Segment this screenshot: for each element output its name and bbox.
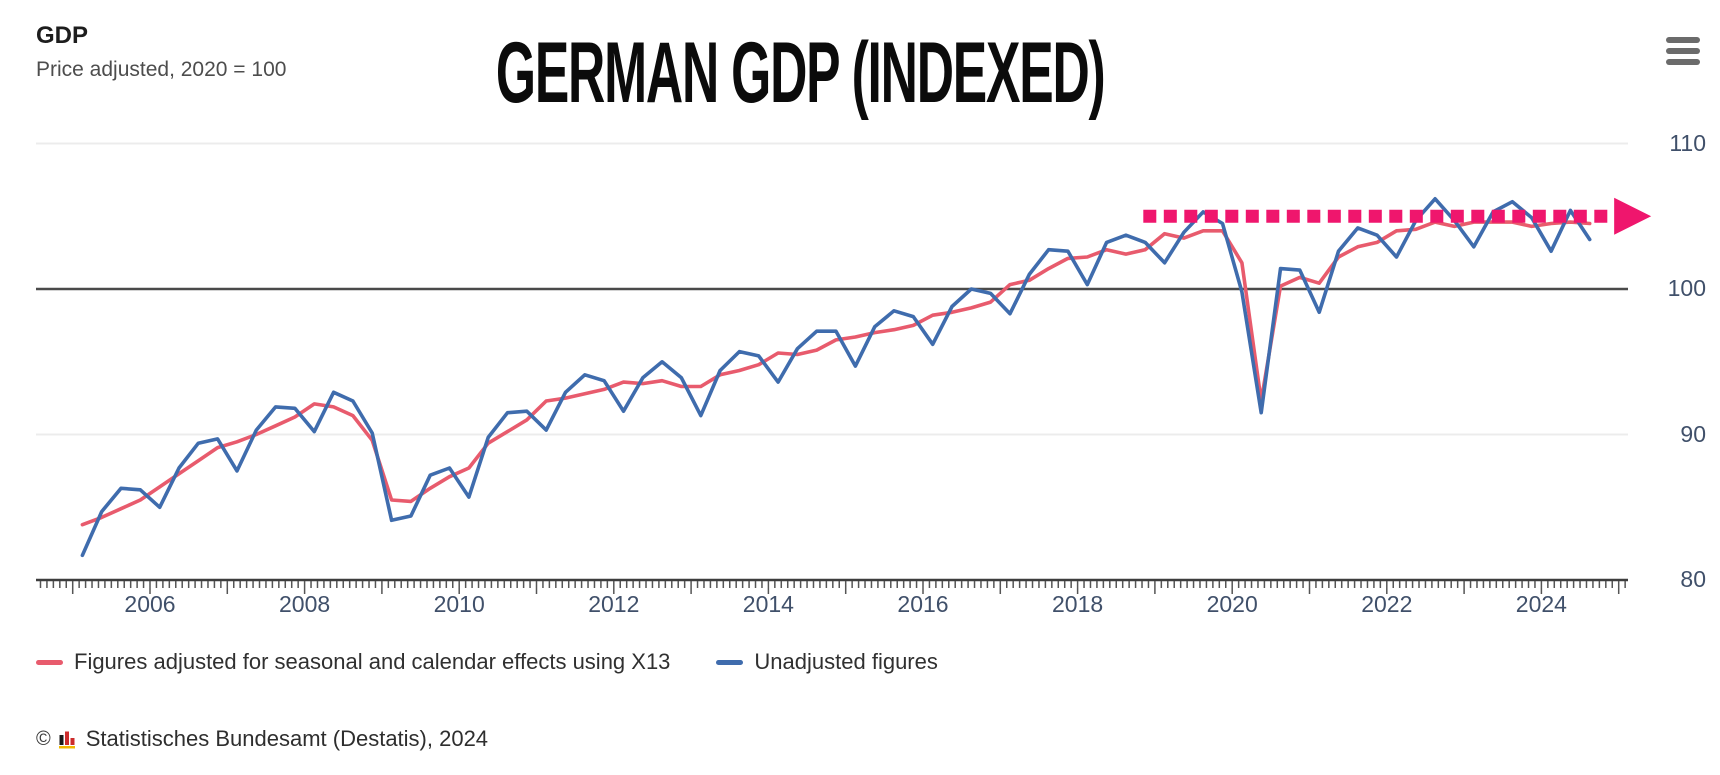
legend-label-unadjusted: Unadjusted figures [754,649,938,674]
legend-swatch-adjusted [36,659,63,665]
chart-legend: Figures adjusted for seasonal and calend… [36,649,938,675]
trend-arrow-dot [1225,209,1239,223]
x-tick-label-2016: 2016 [897,591,949,617]
trend-arrow-dot [1389,209,1403,223]
trend-arrow-dot [1184,209,1198,223]
y-tick-label-80: 80 [1680,566,1706,592]
trend-arrow-dot [1512,209,1526,223]
trend-arrow-dot [1594,209,1608,223]
legend-item-adjusted: Figures adjusted for seasonal and calend… [36,649,670,675]
trend-arrow-dot [1450,209,1464,223]
copyright-symbol: © [36,727,51,750]
trend-arrow-dot [1143,209,1157,223]
trend-arrow-dot [1409,209,1423,223]
legend-swatch-unadjusted [716,659,744,665]
destatis-bar-chart-icon [58,731,75,749]
x-tick-label-2014: 2014 [742,591,794,617]
trend-arrow-dot [1163,209,1177,223]
trend-arrow-head [1614,197,1652,235]
trend-arrow-dot [1327,209,1341,223]
legend-item-unadjusted: Unadjusted figures [716,649,938,675]
series-line-unadjusted [80,197,1592,558]
trend-arrow-dot [1573,209,1587,223]
x-tick-label-2024: 2024 [1515,591,1567,617]
x-tick-label-2008: 2008 [279,591,331,617]
y-tick-label-90: 90 [1680,420,1706,447]
trend-arrow-dot [1471,209,1485,223]
legend-label-adjusted: Figures adjusted for seasonal and calend… [74,649,671,674]
series-line-adjusted [80,220,1592,527]
x-tick-label-2010: 2010 [433,591,485,617]
x-tick-label-2022: 2022 [1361,591,1413,617]
x-tick-label-2020: 2020 [1206,591,1258,617]
trend-arrow-dot [1532,209,1546,223]
trend-arrow-dot [1348,209,1362,223]
source-publisher: Statistisches Bundesamt (Destatis), 2024 [85,726,489,751]
y-tick-label-100: 100 [1667,275,1706,301]
x-tick-label-2018: 2018 [1052,591,1104,617]
trend-arrow-dot [1553,209,1567,223]
hamburger-menu-icon[interactable] [1666,37,1700,67]
trend-arrow-dot [1286,209,1300,223]
trend-arrow-dot [1430,209,1444,223]
x-tick-label-2006: 2006 [124,591,176,617]
trend-arrow-dot [1368,209,1382,223]
trend-arrow-dot [1204,209,1218,223]
source-line: © Statistisches Bundesamt (Destatis), 20… [36,726,488,752]
x-tick-label-2012: 2012 [588,591,640,617]
trend-arrow-dot [1491,209,1505,223]
trend-arrow-dot [1266,209,1280,223]
trend-arrow-dot [1307,209,1321,223]
chart-title: GDP [36,22,89,49]
trend-arrow-dot [1245,209,1259,223]
chart-subtitle: Price adjusted, 2020 = 100 [36,58,287,81]
y-tick-label-110: 110 [1669,129,1706,156]
